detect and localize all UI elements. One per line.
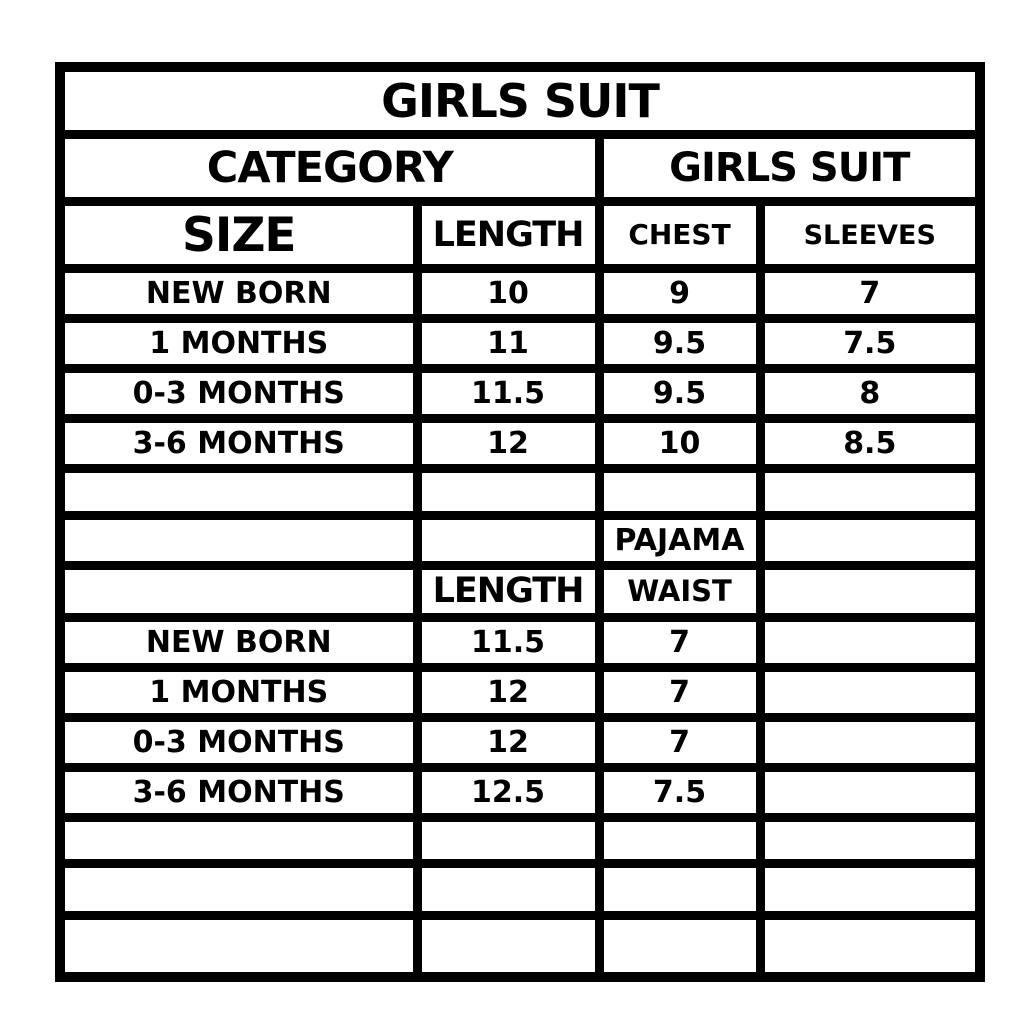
empty-cell [755, 464, 985, 520]
column-header-row: SIZE LENGTH CHEST SLEEVES [55, 197, 985, 273]
size-cell: 3-6 MONTHS [55, 414, 422, 473]
size-cell: 0-3 MONTHS [55, 364, 422, 423]
chest-cell: 10 [594, 414, 765, 473]
waist-cell: 7 [594, 663, 765, 722]
empty-cell [55, 911, 422, 982]
col-header-length: LENGTH [412, 197, 604, 273]
table-row: NEW BORN 10 9 7 [55, 264, 985, 323]
empty-row [55, 859, 985, 920]
table-row: 1 MONTHS 12 7 [55, 663, 985, 722]
length-cell: 12 [412, 663, 604, 722]
col-header-pajama-length: LENGTH [412, 561, 604, 622]
sleeves-cell: 8 [755, 364, 985, 423]
empty-cell [755, 911, 985, 982]
empty-cell [55, 511, 422, 570]
sleeves-cell: 8.5 [755, 414, 985, 473]
table-row: 0-3 MONTHS 11.5 9.5 8 [55, 364, 985, 423]
col-header-size: SIZE [55, 197, 422, 273]
empty-cell [755, 713, 985, 772]
length-cell: 12 [412, 414, 604, 473]
title-row: GIRLS SUIT [55, 62, 985, 139]
col-header-chest: CHEST [594, 197, 765, 273]
empty-cell [412, 464, 604, 520]
empty-cell [594, 859, 765, 920]
empty-cell [55, 464, 422, 520]
empty-cell [755, 859, 985, 920]
size-cell: NEW BORN [55, 264, 422, 323]
waist-cell: 7 [594, 713, 765, 772]
length-cell: 11.5 [412, 364, 604, 423]
chest-cell: 9 [594, 264, 765, 323]
sleeves-cell: 7 [755, 264, 985, 323]
col-header-sleeves: SLEEVES [755, 197, 985, 273]
pajama-section-row: PAJAMA [55, 511, 985, 570]
length-cell: 12 [412, 713, 604, 772]
empty-cell [55, 859, 422, 920]
empty-row [55, 813, 985, 868]
table-row: NEW BORN 11.5 7 [55, 613, 985, 672]
empty-cell [55, 561, 422, 622]
category-row: CATEGORY GIRLS SUIT [55, 130, 985, 206]
empty-cell [755, 511, 985, 570]
pajama-section-header: PAJAMA [594, 511, 765, 570]
length-cell: 12.5 [412, 763, 604, 822]
empty-cell [412, 911, 604, 982]
size-cell: 1 MONTHS [55, 663, 422, 722]
size-cell: NEW BORN [55, 613, 422, 672]
table-row: 0-3 MONTHS 12 7 [55, 713, 985, 772]
pajama-column-header-row: LENGTH WAIST [55, 561, 985, 622]
category-header: CATEGORY [55, 130, 604, 206]
size-chart-table: GIRLS SUIT CATEGORY GIRLS SUIT SIZE LENG… [55, 62, 986, 982]
chest-cell: 9.5 [594, 364, 765, 423]
empty-cell [412, 813, 604, 868]
empty-row [55, 911, 985, 982]
table-row: 3-6 MONTHS 12 10 8.5 [55, 414, 985, 473]
empty-cell [755, 561, 985, 622]
empty-cell [594, 464, 765, 520]
waist-cell: 7 [594, 613, 765, 672]
col-header-pajama-waist: WAIST [594, 561, 765, 622]
empty-cell [412, 859, 604, 920]
empty-cell [755, 613, 985, 672]
empty-cell [55, 813, 422, 868]
length-cell: 10 [412, 264, 604, 323]
empty-cell [594, 911, 765, 982]
size-cell: 0-3 MONTHS [55, 713, 422, 772]
length-cell: 11 [412, 314, 604, 373]
empty-cell [755, 763, 985, 822]
empty-cell [755, 813, 985, 868]
chest-cell: 9.5 [594, 314, 765, 373]
size-cell: 3-6 MONTHS [55, 763, 422, 822]
group-header: GIRLS SUIT [594, 130, 985, 206]
empty-cell [594, 813, 765, 868]
size-cell: 1 MONTHS [55, 314, 422, 373]
empty-cell [412, 511, 604, 570]
table-row: 3-6 MONTHS 12.5 7.5 [55, 763, 985, 822]
length-cell: 11.5 [412, 613, 604, 672]
chart-title: GIRLS SUIT [55, 62, 985, 139]
sleeves-cell: 7.5 [755, 314, 985, 373]
empty-row [55, 464, 985, 520]
empty-cell [755, 663, 985, 722]
table-row: 1 MONTHS 11 9.5 7.5 [55, 314, 985, 373]
waist-cell: 7.5 [594, 763, 765, 822]
